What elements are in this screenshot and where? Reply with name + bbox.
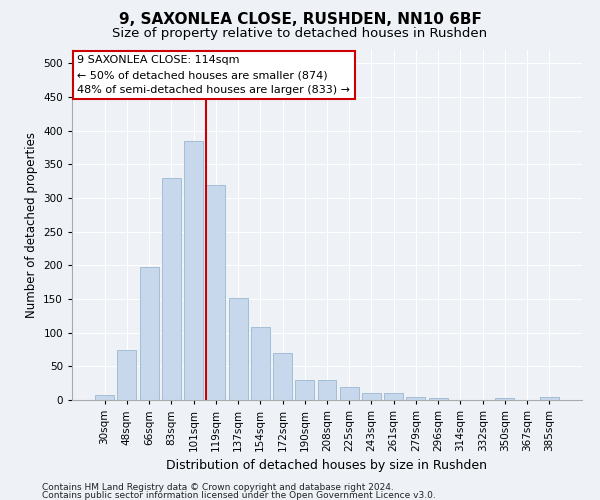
Bar (340, 387, 359, 400)
Text: 9 SAXONLEA CLOSE: 114sqm
← 50% of detached houses are smaller (874)
48% of semi-: 9 SAXONLEA CLOSE: 114sqm ← 50% of detach… (77, 56, 350, 95)
Bar (384, 392, 403, 400)
Bar (162, 178, 181, 400)
Bar (206, 184, 225, 400)
Bar (229, 298, 248, 400)
Bar (540, 398, 559, 400)
Bar (184, 141, 203, 400)
Bar (317, 380, 337, 400)
X-axis label: Distribution of detached houses by size in Rushden: Distribution of detached houses by size … (167, 460, 487, 472)
Text: 9, SAXONLEA CLOSE, RUSHDEN, NN10 6BF: 9, SAXONLEA CLOSE, RUSHDEN, NN10 6BF (119, 12, 481, 28)
Bar (140, 268, 158, 400)
Bar (406, 396, 425, 400)
Bar (118, 350, 136, 400)
Text: Contains HM Land Registry data © Crown copyright and database right 2024.: Contains HM Land Registry data © Crown c… (42, 482, 394, 492)
Bar (95, 394, 114, 400)
Bar (429, 398, 448, 400)
Bar (273, 353, 292, 400)
Text: Size of property relative to detached houses in Rushden: Size of property relative to detached ho… (112, 28, 488, 40)
Bar (295, 380, 314, 400)
Y-axis label: Number of detached properties: Number of detached properties (25, 132, 38, 318)
Text: Contains public sector information licensed under the Open Government Licence v3: Contains public sector information licen… (42, 491, 436, 500)
Bar (496, 398, 514, 400)
Bar (251, 328, 270, 400)
Bar (362, 392, 381, 400)
